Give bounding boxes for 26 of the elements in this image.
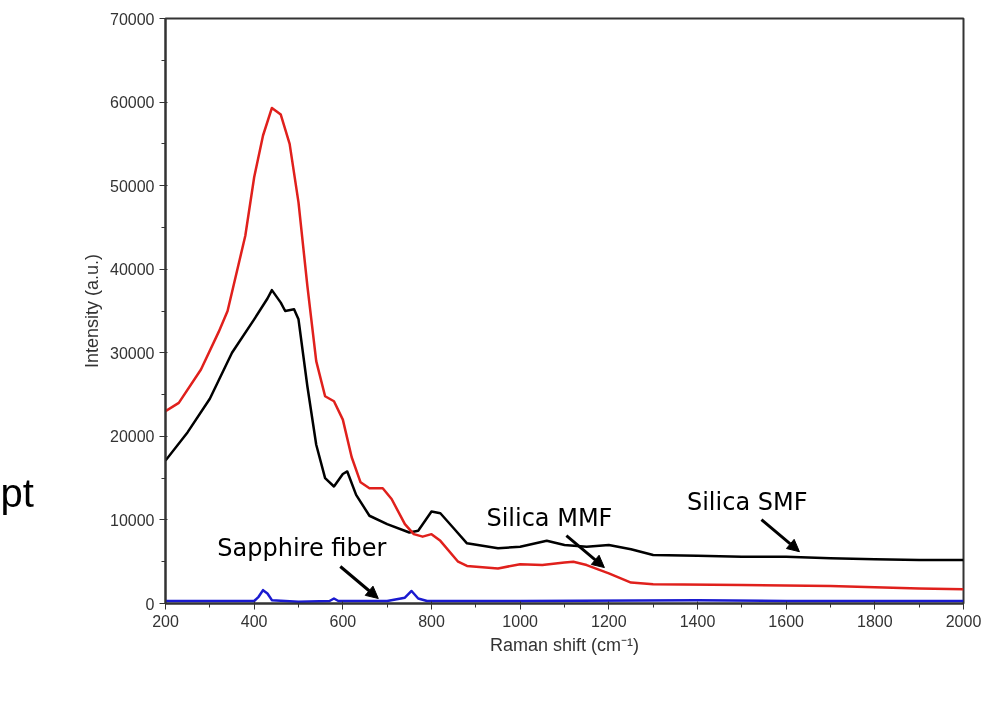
x-tick-label: 1400 bbox=[679, 612, 716, 630]
y-tick-label: 10000 bbox=[110, 511, 155, 529]
x-tick-label: 2000 bbox=[945, 612, 982, 630]
y-tick-label: 40000 bbox=[110, 261, 155, 279]
x-tick-label: 1800 bbox=[857, 612, 893, 630]
y-tick-label: 30000 bbox=[110, 344, 155, 362]
x-tick-label: 600 bbox=[329, 612, 357, 630]
x-tick-label: 800 bbox=[418, 612, 445, 630]
x-tick-label: 1200 bbox=[591, 612, 627, 630]
y-tick-label: 50000 bbox=[110, 177, 155, 195]
x-tick-label: 400 bbox=[240, 612, 268, 630]
y-tick-label: 20000 bbox=[110, 428, 155, 446]
x-tick-label: 1000 bbox=[502, 612, 539, 630]
annotation: Silica SMF bbox=[686, 487, 808, 516]
y-tick-label: 60000 bbox=[110, 94, 155, 112]
line-series bbox=[165, 288, 964, 562]
text: pt bbox=[0, 470, 34, 515]
x-axis-title: Raman shift (cm⁻¹) bbox=[489, 634, 640, 655]
annotation: Silica MMF bbox=[486, 503, 613, 532]
y-tick-label: 70000 bbox=[110, 10, 155, 28]
y-axis-title: Intensity (a.u.) bbox=[82, 253, 103, 369]
line-series bbox=[165, 106, 964, 591]
x-tick-label: 200 bbox=[152, 612, 179, 630]
x-tick-label: 1600 bbox=[768, 612, 805, 630]
annotation: Sapphire fiber bbox=[217, 534, 387, 563]
y-tick-label: 0 bbox=[145, 595, 155, 613]
